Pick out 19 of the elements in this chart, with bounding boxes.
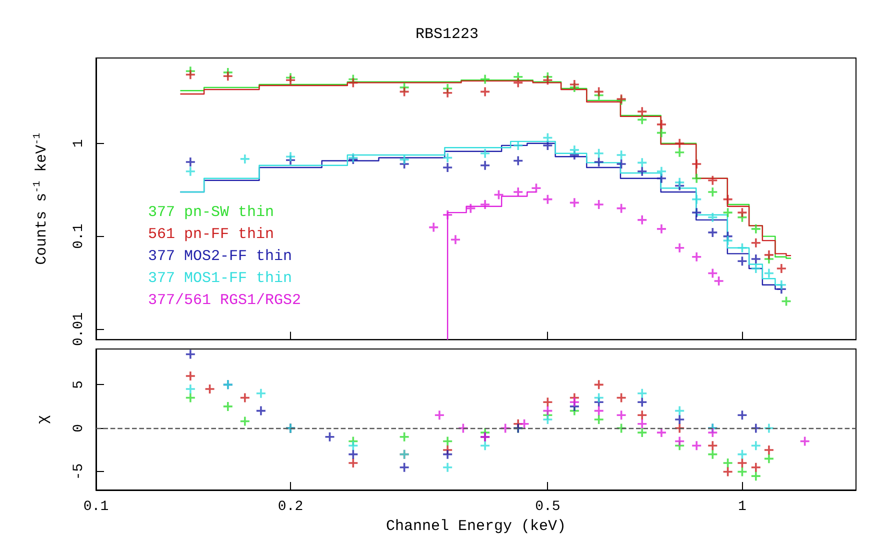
y-tick-label: 5 [71,380,87,389]
y-tick-label: 0 [71,424,87,432]
text: 377 pn-SW thin [148,204,274,221]
x-axis-title: Channel Energy (keV) [386,518,566,535]
y-tick-label: 0.01 [71,312,87,346]
y-tick-label: -5 [71,463,87,480]
y-axis-title: Counts s-1 keV-1 [32,132,50,265]
x-tick-label: 1 [738,499,746,515]
x-tick-label: 0.2 [278,499,304,515]
x-tick-label: 0.1 [83,499,109,515]
text: 377 MOS2-FF thin [148,248,292,265]
x-tick-label: 0.5 [535,499,560,515]
y-axis-title: χ [35,414,52,424]
text: 377/561 RGS1/RGS2 [148,292,302,309]
y-tick-label: 0.1 [71,224,87,249]
y-tick-label: 1 [71,139,87,148]
text: 377 MOS1-FF thin [148,270,292,287]
text: 561 pn-FF thin [148,226,274,243]
chart-title: RBS1223 [415,26,479,43]
